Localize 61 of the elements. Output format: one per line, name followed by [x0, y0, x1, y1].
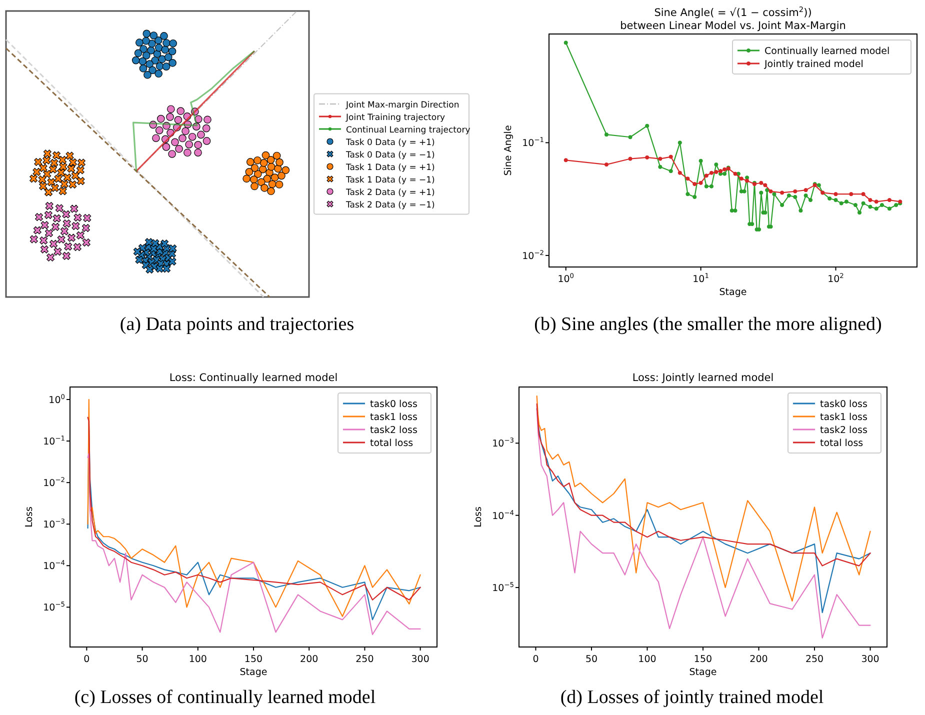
x-tick-label: 0 — [84, 654, 90, 665]
y-tick-label: 10$^{−2}$ — [43, 476, 65, 490]
text: Joint Training trajectory — [345, 112, 446, 123]
text: (c) Losses of continually learned model — [74, 687, 376, 708]
legend-label: total loss — [370, 438, 414, 449]
legend-label: task1 loss — [370, 412, 418, 423]
x-tick-label: 100 — [188, 654, 207, 665]
text: (a) Data points and trajectories — [120, 314, 354, 335]
x-tick-label: 150 — [694, 654, 712, 665]
legend-label: task0 loss — [370, 398, 418, 410]
text: Task 0 Data (y = −1) — [345, 150, 435, 160]
text: (b) Sine angles (the smaller the more aligned) — [534, 314, 882, 335]
y-tick-label: 10$^{−3}$ — [492, 436, 514, 450]
x-tick-label: 10$^{1}$ — [692, 272, 709, 285]
text: Task 1 Data (y = −1) — [345, 175, 435, 186]
legend-label: Continually learned model — [764, 46, 890, 57]
chart-subtitle: between Linear Model vs. Joint Max-Margin — [620, 20, 846, 32]
y-axis-title: Loss — [24, 506, 35, 528]
x-tick-label: 200 — [750, 654, 768, 665]
y-axis-title: Sine Angle — [503, 125, 514, 176]
x-tick-label: 250 — [805, 654, 824, 665]
x-tick-label: 0 — [532, 654, 539, 665]
x-tick-label: 150 — [244, 654, 263, 665]
legend-label: task1 loss — [820, 412, 868, 423]
y-tick-label: 10$^{−4}$ — [43, 559, 65, 572]
y-tick-label: 10$^{−1}$ — [43, 434, 65, 448]
text: Task 2 Data (y = −1) — [345, 200, 435, 210]
x-tick-label: 10$^{2}$ — [828, 272, 844, 285]
y-tick-label: 10$^{−3}$ — [43, 518, 65, 531]
y-tick-label: 10$^{−5}$ — [43, 600, 65, 614]
x-tick-label: 100 — [638, 654, 656, 665]
y-tick-label: 10$^{−2}$ — [522, 248, 544, 262]
x-tick-label: 50 — [136, 654, 148, 665]
legend-label: Jointly trained model — [764, 58, 864, 70]
chart-title: Sine Angle( = √(1 − cossim$^{2}$)) — [654, 4, 812, 19]
x-axis-title: Stage — [719, 287, 747, 298]
y-tick-label: 10$^{0}$ — [48, 393, 65, 406]
x-tick-label: 300 — [411, 654, 430, 665]
chart-title: Loss: Continually learned model — [169, 372, 338, 384]
text: Task 2 Data (y = +1) — [345, 188, 435, 198]
x-axis-title: Stage — [240, 667, 268, 678]
legend-label: task2 loss — [370, 424, 418, 436]
x-tick-label: 250 — [356, 654, 374, 665]
x-tick-label: 200 — [300, 654, 318, 665]
text: (d) Losses of jointly trained model — [560, 687, 824, 708]
y-tick-label: 10$^{−4}$ — [492, 508, 514, 522]
text: Joint Max-margin Direction — [345, 100, 460, 110]
x-tick-label: 300 — [861, 654, 880, 665]
legend-label: total loss — [820, 438, 864, 449]
text: Continual Learning trajectory — [346, 125, 470, 136]
chart-title: Loss: Jointly learned model — [632, 372, 774, 384]
text: Task 1 Data (y = +1) — [345, 162, 435, 173]
legend-label: task0 loss — [820, 398, 868, 410]
y-axis-title: Loss — [473, 506, 484, 528]
x-tick-label: 10$^{0}$ — [558, 272, 574, 285]
x-axis-title: Stage — [689, 667, 717, 678]
x-tick-label: 50 — [585, 654, 598, 665]
legend-label: task2 loss — [820, 424, 868, 436]
text: Task 0 Data (y = +1) — [345, 138, 435, 148]
y-tick-label: 10$^{−1}$ — [522, 136, 544, 150]
y-tick-label: 10$^{−5}$ — [492, 581, 514, 594]
